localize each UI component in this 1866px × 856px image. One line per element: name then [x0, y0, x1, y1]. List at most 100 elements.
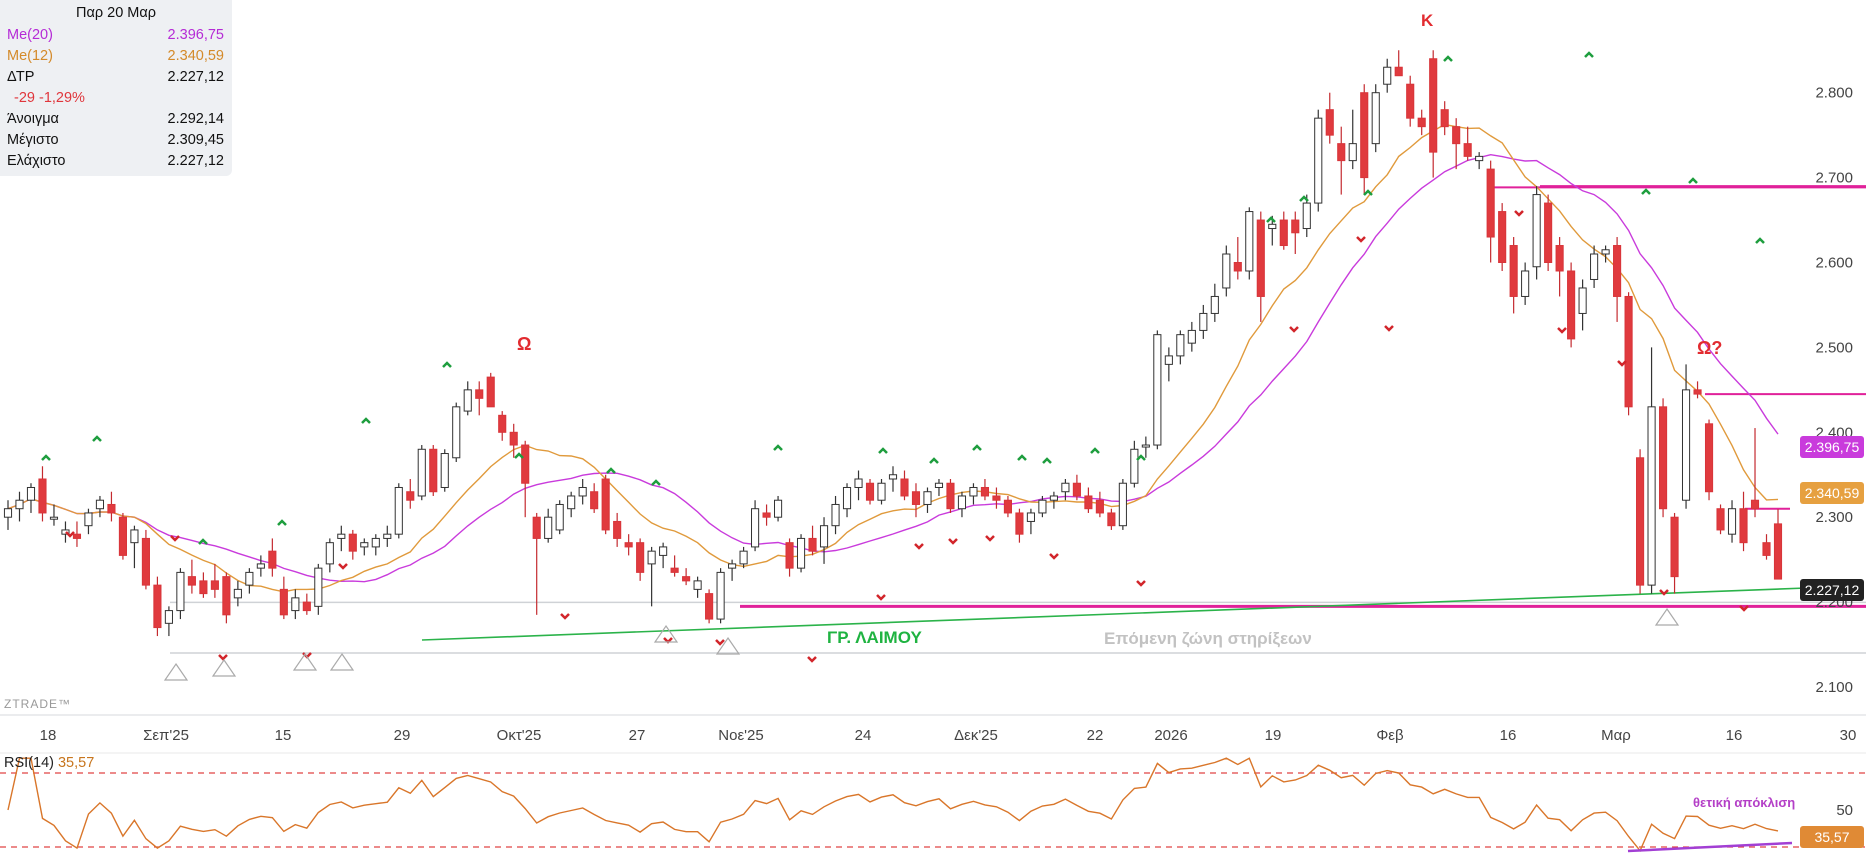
candle — [705, 589, 714, 624]
candle-body — [682, 576, 691, 582]
candle — [1509, 237, 1518, 314]
candlesticks — [3, 50, 1783, 637]
candle-body — [1498, 211, 1507, 263]
swing-low-marker — [1049, 553, 1059, 560]
swing-high-marker — [1443, 55, 1453, 62]
candle-body — [325, 542, 334, 565]
candle-body — [371, 537, 380, 548]
change-value: -29 -1,29% — [14, 90, 85, 106]
candle — [1659, 398, 1668, 518]
candle — [440, 449, 449, 492]
candle-body — [176, 571, 185, 612]
candle — [1199, 304, 1208, 339]
candle-body — [1773, 523, 1783, 580]
candle — [84, 508, 93, 535]
ma20-path — [7, 153, 1779, 583]
candle — [1532, 186, 1541, 280]
candle — [279, 576, 288, 620]
candle-body — [406, 491, 415, 501]
candle — [1302, 194, 1311, 238]
candle-body — [1199, 312, 1208, 331]
candle — [1210, 283, 1219, 322]
candle — [819, 517, 829, 564]
candle — [1498, 203, 1507, 271]
candle-body — [1084, 495, 1093, 510]
candle-body — [187, 576, 196, 586]
swing-high-marker — [773, 444, 783, 451]
candle — [1750, 428, 1760, 518]
candle-body — [831, 503, 840, 527]
candle-body — [980, 486, 990, 497]
ma12-path — [7, 123, 1779, 593]
candle-body — [1727, 508, 1737, 535]
swing-low-marker — [560, 613, 570, 620]
candle — [613, 512, 622, 547]
ma12-line — [7, 123, 1779, 593]
candle-body — [636, 542, 645, 573]
candle — [1107, 508, 1116, 530]
candle-body — [796, 537, 806, 569]
candle — [1590, 245, 1599, 288]
candle-body — [1750, 499, 1760, 510]
ma12-value: 2.340,59 — [167, 48, 224, 64]
annotation-divergence: θετική απόκλιση — [1693, 795, 1795, 810]
candle-body — [15, 499, 24, 510]
swing-high-marker — [1266, 216, 1276, 223]
candle-body — [670, 567, 679, 573]
candle — [452, 402, 461, 463]
annotations: Ω Κ Ω? ΓΡ. ΛΑΙΜΟΥ Επόμενη ζώνη στηρίξεων θετι… — [517, 11, 1795, 810]
swing-low-marker — [1356, 236, 1366, 243]
candle-body — [992, 495, 1001, 501]
candle-body — [279, 588, 288, 616]
candle-body — [693, 580, 702, 590]
candle — [854, 470, 863, 501]
candle-body — [1486, 168, 1495, 238]
info-open-row: Άνοιγμα 2.292,14 — [0, 109, 232, 130]
candle — [302, 593, 311, 615]
candle — [1773, 509, 1783, 580]
candle-body — [1210, 295, 1219, 314]
candle-body — [1463, 143, 1472, 157]
candle — [371, 534, 380, 556]
candle — [693, 576, 702, 598]
candle — [486, 372, 495, 408]
annotation-head: Κ — [1421, 11, 1434, 30]
info-low-row: Ελάχιστο 2.227,12 — [0, 151, 232, 172]
candle-body — [463, 389, 472, 412]
candle — [751, 500, 760, 552]
candle — [417, 445, 426, 501]
candle-body — [1429, 58, 1438, 153]
candle-body — [1704, 423, 1714, 493]
candle-body — [1233, 262, 1242, 272]
triangle-marker — [292, 652, 318, 671]
candle-body — [911, 491, 921, 505]
swing-high-marker — [1299, 195, 1309, 202]
time-tick-label: 2026 — [1154, 727, 1187, 744]
candle-body — [1739, 508, 1748, 544]
candle-body — [934, 482, 944, 488]
candle-body — [1394, 66, 1403, 77]
candle — [107, 491, 116, 522]
candle-body — [1302, 202, 1311, 230]
candle — [325, 538, 334, 573]
candle — [1256, 211, 1265, 322]
candle-body — [1118, 482, 1127, 527]
candle — [222, 572, 231, 624]
candle — [348, 529, 357, 560]
candle — [877, 478, 886, 505]
candle-body — [302, 601, 311, 612]
candle — [1026, 508, 1035, 535]
candle — [1337, 126, 1346, 195]
candle-body — [1268, 223, 1277, 230]
swing-high-marker — [1641, 188, 1651, 195]
candle-body — [1406, 83, 1415, 119]
time-tick-label: 24 — [855, 727, 872, 744]
candle-body — [1762, 542, 1771, 556]
candle — [1394, 50, 1403, 77]
candle — [1130, 440, 1139, 488]
candle-body — [1164, 355, 1173, 365]
candle-body — [95, 499, 105, 510]
annotation-right-shoulder: Ω? — [1697, 338, 1722, 358]
time-tick-label: 18 — [40, 727, 57, 744]
